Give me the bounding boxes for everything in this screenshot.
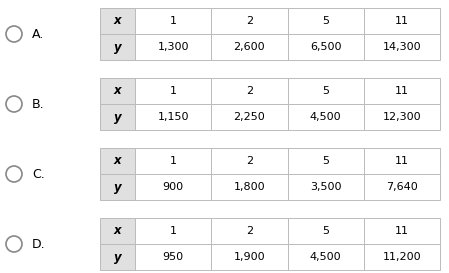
Text: 1,800: 1,800	[233, 182, 265, 192]
Bar	[100, 244, 135, 270]
Text: 3,500: 3,500	[310, 182, 341, 192]
Text: 1: 1	[170, 226, 176, 236]
Text: C.: C.	[32, 168, 45, 180]
Bar	[287, 78, 364, 104]
Text: 1: 1	[170, 156, 176, 166]
Text: 11,200: 11,200	[383, 252, 421, 262]
Text: 5: 5	[322, 226, 329, 236]
Text: 5: 5	[322, 156, 329, 166]
Bar	[287, 104, 364, 130]
Text: 2: 2	[246, 156, 253, 166]
Text: y: y	[114, 180, 121, 194]
Text: y: y	[114, 40, 121, 54]
Bar	[211, 148, 287, 174]
Text: 11: 11	[395, 16, 409, 26]
Text: 6,500: 6,500	[310, 42, 341, 52]
Bar	[100, 174, 135, 200]
Bar	[135, 244, 211, 270]
Text: 1,900: 1,900	[233, 252, 265, 262]
Text: 1: 1	[170, 16, 176, 26]
Bar	[364, 174, 440, 200]
Text: 950: 950	[163, 252, 184, 262]
Bar	[100, 78, 135, 104]
Text: y: y	[114, 111, 121, 123]
Bar	[135, 34, 211, 60]
Text: 11: 11	[395, 86, 409, 96]
Bar	[100, 148, 135, 174]
Bar	[135, 148, 211, 174]
Text: 5: 5	[322, 86, 329, 96]
Text: 7,640: 7,640	[386, 182, 418, 192]
Text: 4,500: 4,500	[310, 252, 341, 262]
Bar	[287, 34, 364, 60]
Text: 12,300: 12,300	[383, 112, 421, 122]
Bar	[100, 104, 135, 130]
Text: 11: 11	[395, 156, 409, 166]
Text: x: x	[114, 224, 121, 238]
Text: 4,500: 4,500	[310, 112, 341, 122]
Bar	[364, 34, 440, 60]
Text: B.: B.	[32, 97, 44, 111]
Bar	[287, 218, 364, 244]
Bar	[364, 218, 440, 244]
Bar	[100, 8, 135, 34]
Text: 2: 2	[246, 16, 253, 26]
Bar	[364, 78, 440, 104]
Bar	[287, 244, 364, 270]
Text: 5: 5	[322, 16, 329, 26]
Text: 1: 1	[170, 86, 176, 96]
Bar	[211, 218, 287, 244]
Text: y: y	[114, 251, 121, 263]
Bar	[364, 8, 440, 34]
Bar	[135, 218, 211, 244]
Text: 1,300: 1,300	[158, 42, 189, 52]
Bar	[100, 34, 135, 60]
Text: x: x	[114, 14, 121, 28]
Bar	[135, 104, 211, 130]
Text: A.: A.	[32, 28, 44, 40]
Bar	[287, 174, 364, 200]
Bar	[135, 78, 211, 104]
Bar	[364, 148, 440, 174]
Bar	[287, 148, 364, 174]
Text: x: x	[114, 85, 121, 97]
Text: 900: 900	[163, 182, 184, 192]
Text: 1,150: 1,150	[158, 112, 189, 122]
Bar	[135, 8, 211, 34]
Bar	[211, 174, 287, 200]
Text: 2,250: 2,250	[233, 112, 265, 122]
Bar	[100, 218, 135, 244]
Text: 2: 2	[246, 86, 253, 96]
Bar	[211, 244, 287, 270]
Text: 2: 2	[246, 226, 253, 236]
Text: D.: D.	[32, 238, 46, 251]
Bar	[287, 8, 364, 34]
Bar	[211, 34, 287, 60]
Bar	[135, 174, 211, 200]
Text: 14,300: 14,300	[383, 42, 421, 52]
Text: x: x	[114, 155, 121, 168]
Bar	[364, 104, 440, 130]
Bar	[211, 78, 287, 104]
Bar	[211, 104, 287, 130]
Bar	[211, 8, 287, 34]
Text: 2,600: 2,600	[233, 42, 265, 52]
Text: 11: 11	[395, 226, 409, 236]
Bar	[364, 244, 440, 270]
